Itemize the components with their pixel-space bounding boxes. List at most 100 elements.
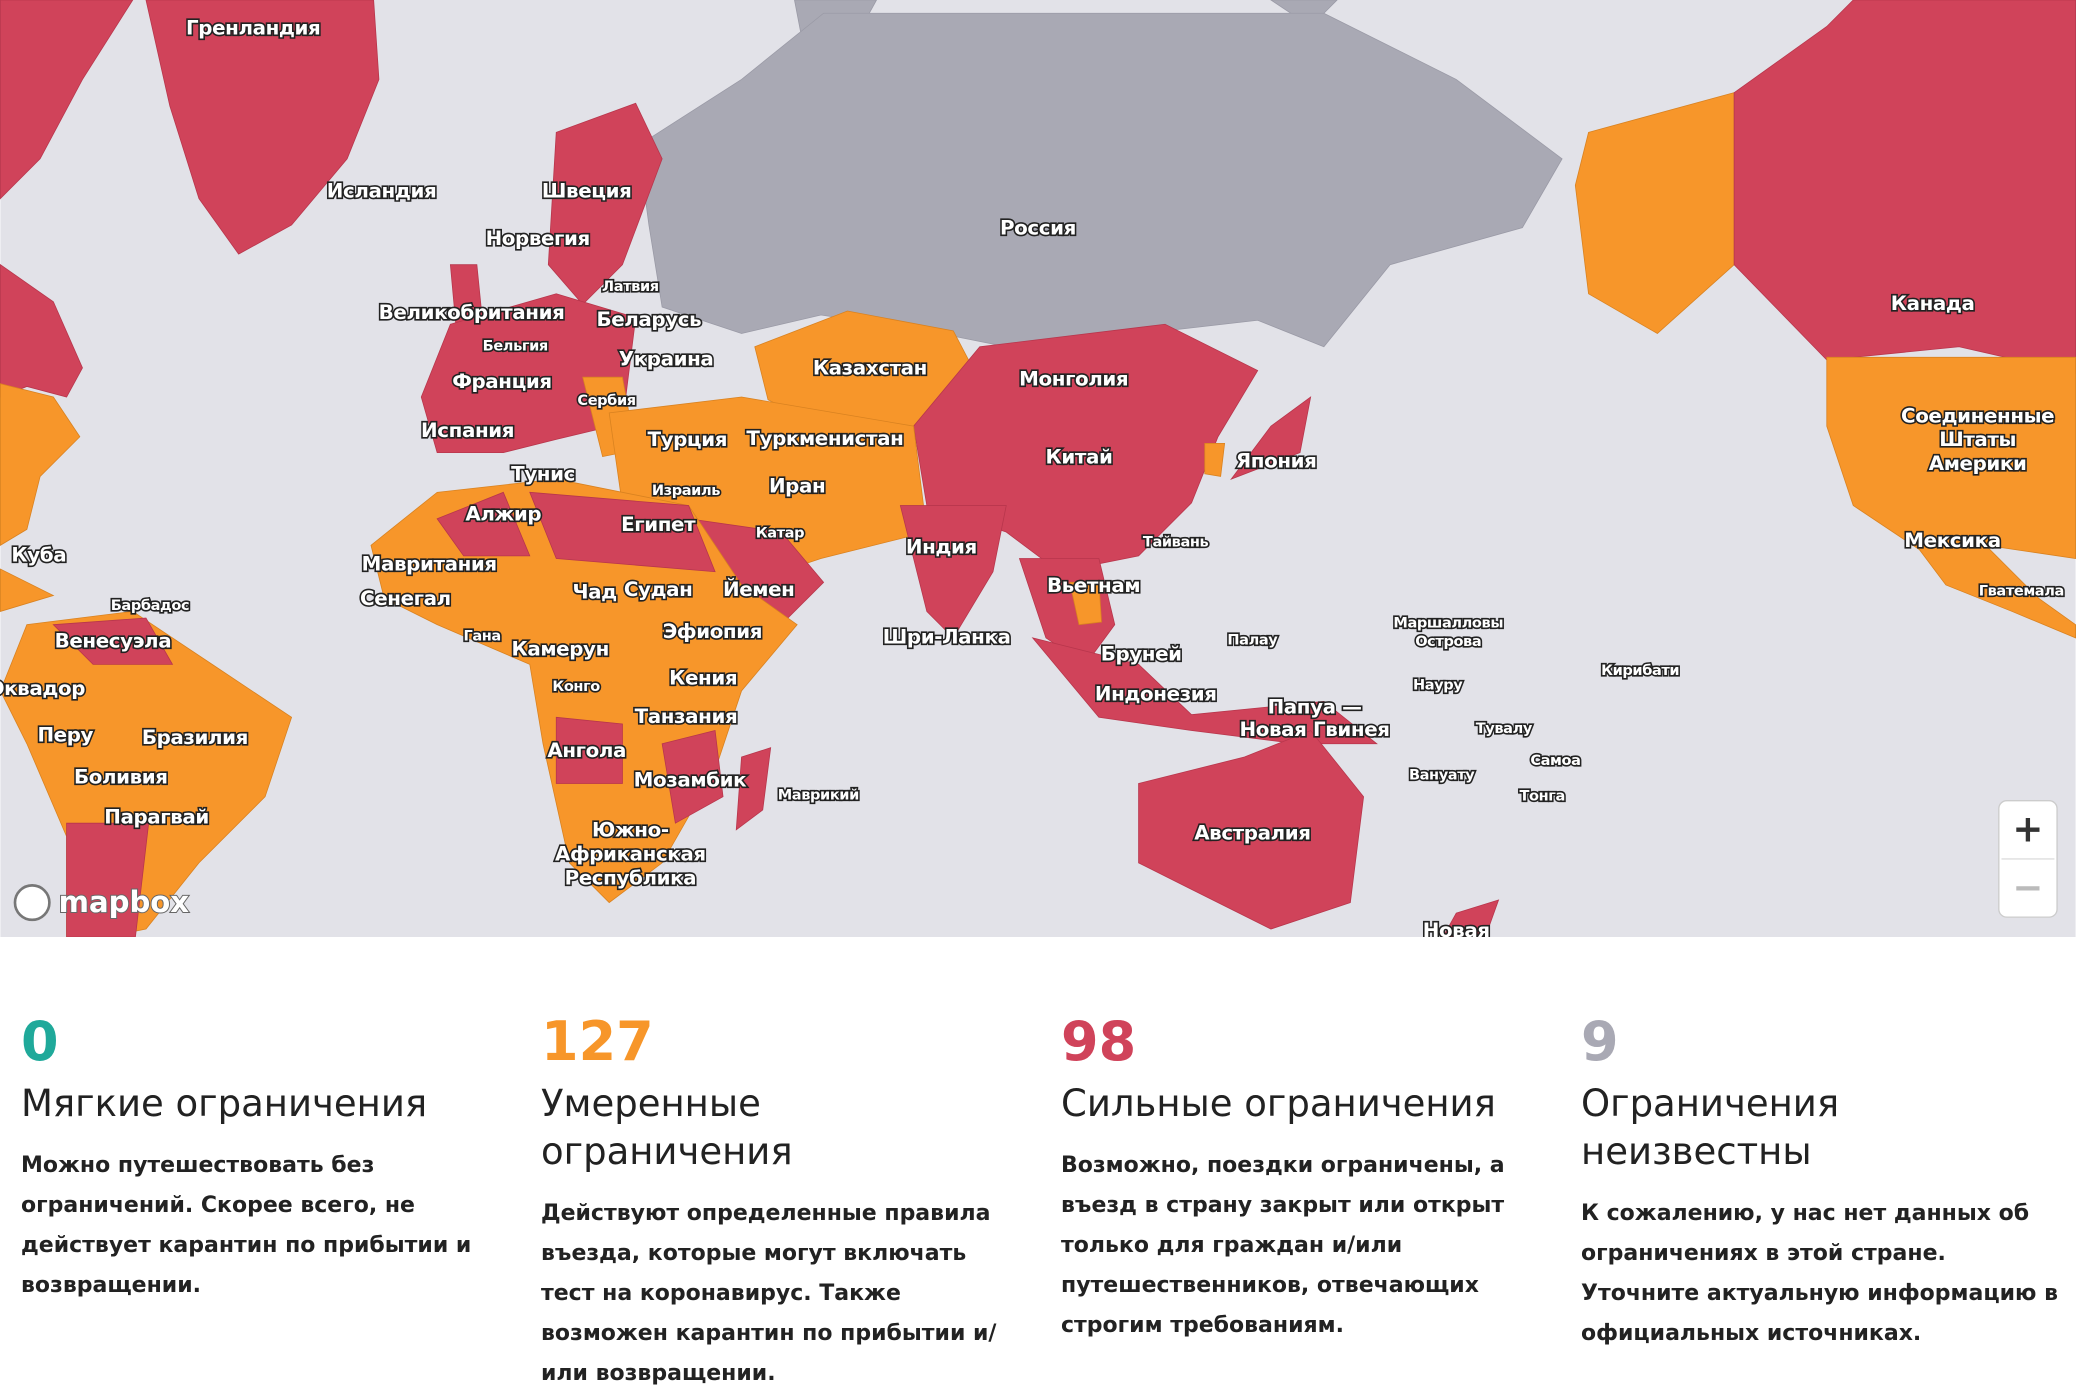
legend-description: Можно путешествовать без ограничений. Ск… — [21, 1153, 472, 1298]
country-label: Эквадор — [0, 677, 85, 700]
country-label: Новая Гвинея — [1240, 718, 1390, 741]
country-label: Франция — [452, 370, 552, 393]
country-label: Тунис — [511, 463, 575, 486]
country-label: Куба — [11, 543, 66, 566]
country-label: Испания — [421, 419, 514, 442]
legend-title: Сильные ограничения — [1061, 1082, 1496, 1125]
country-label: Чад — [573, 580, 617, 603]
country-label: Япония — [1236, 449, 1317, 472]
country-label: Катар — [756, 524, 804, 541]
country-label: Иран — [769, 475, 825, 498]
country-label: Танзания — [635, 705, 738, 728]
country-label: Индия — [906, 535, 977, 558]
country-label: Кения — [669, 666, 737, 689]
country-label: Мавритания — [362, 553, 497, 576]
country-label: Туркменистан — [746, 427, 903, 450]
country-label: Конго — [552, 678, 600, 695]
country-label: Эфиопия — [663, 620, 762, 643]
legend-description: Возможно, поездки ограничены, а въезд в … — [1061, 1153, 1505, 1338]
legend-item: 0 Мягкие ограничения Можно путешествовать … — [21, 1012, 501, 1306]
country-label: Йемен — [723, 578, 794, 601]
country-label: Палау — [1227, 632, 1278, 649]
country-label: Новая — [1423, 919, 1490, 937]
country-label: Сенегал — [360, 587, 451, 610]
mapbox-logo: mapbox — [13, 884, 190, 922]
country-label: Израиль — [652, 482, 720, 499]
country-label: Венесуэла — [55, 629, 172, 652]
country-label: Гватемала — [1979, 583, 2064, 600]
country-label: Вьетнам — [1047, 574, 1140, 597]
country-label: Мексика — [1904, 529, 2000, 552]
country-label: Великобритания — [379, 301, 565, 324]
country-label: Турция — [647, 428, 727, 451]
country-label: Австралия — [1194, 821, 1310, 844]
legend-title: Ограничения неизвестны — [1581, 1082, 1840, 1173]
country-labels: Гренландия Исландия Швеция Норвегия Россия Ла… — [0, 15, 2066, 937]
country-label: Южно- — [592, 819, 669, 842]
legend-item: 127 Умеренные ограничения Действуют опреде… — [541, 1012, 1021, 1394]
country-label: Науру — [1413, 677, 1463, 694]
zoom-in[interactable]: + — [2012, 808, 2043, 851]
country-label: Вануату — [1409, 767, 1475, 784]
country-label: Бельгия — [483, 338, 548, 355]
count: 98 — [1061, 1010, 1137, 1073]
land — [0, 0, 2076, 937]
country-label: Маршалловы — [1393, 614, 1503, 631]
country-label: Египет — [621, 513, 696, 536]
country-label: Сербия — [577, 392, 635, 409]
country-label: Швеция — [542, 179, 632, 202]
country-label: Америки — [1929, 452, 2027, 475]
legend-description: К сожалению, у нас нет данных об огранич… — [1581, 1201, 2059, 1346]
country-label: Барбадос — [111, 597, 189, 614]
country-label: Украина — [619, 347, 714, 370]
country-label: Африканская — [555, 842, 706, 865]
country-label: Бразилия — [142, 726, 248, 749]
country-label: Монголия — [1019, 367, 1128, 390]
country-label: Тонга — [1520, 788, 1565, 805]
legend-title: Мягкие ограничения — [21, 1082, 428, 1125]
country-label: Латвия — [602, 278, 659, 295]
country-label: Норвегия — [486, 227, 590, 250]
legend-title: Умеренные ограничения — [541, 1082, 793, 1173]
country-label: Алжир — [465, 502, 541, 525]
country-label: Россия — [1000, 216, 1076, 239]
legend-item: 98 Сильные ограничения Возможно, поездки о… — [1061, 1012, 1541, 1346]
legend: 0 Мягкие ограничения Можно путешествовать … — [0, 937, 2076, 1387]
country-label: Мозамбик — [634, 768, 748, 791]
country-label: Исландия — [327, 179, 437, 202]
country-label: Острова — [1415, 633, 1481, 650]
zoom-control: + − — [1998, 800, 2058, 918]
country-label: Соединенные — [1901, 404, 2054, 427]
country-label: Кирибати — [1601, 662, 1679, 679]
country-label: Казахстан — [813, 357, 927, 380]
country-label: Самоа — [1530, 752, 1580, 769]
country-label: Судан — [624, 578, 693, 601]
country-label: Ангола — [547, 739, 626, 762]
count: 9 — [1581, 1010, 1619, 1073]
country-label: Беларусь — [597, 308, 702, 331]
country-label: Республика — [565, 866, 697, 889]
country-label: Тувалу — [1476, 720, 1533, 737]
country-label: Гана — [463, 628, 500, 645]
legend-item: 9 Ограничения неизвестны К сожалению, у на… — [1581, 1012, 2061, 1354]
count: 127 — [541, 1010, 654, 1073]
country-label: Бруней — [1101, 643, 1182, 666]
country-label: Маврикий — [778, 786, 859, 803]
count: 0 — [21, 1010, 59, 1073]
country-label: Шри-Ланка — [883, 625, 1011, 648]
map: Гренландия Исландия Швеция Норвегия Россия Ла… — [0, 0, 2076, 937]
country-label: Китай — [1046, 445, 1113, 468]
legend-description: Действуют определенные правила въезда, к… — [541, 1201, 997, 1386]
country-label: Камерун — [512, 637, 609, 660]
attribution: mapbox — [59, 885, 190, 919]
country-label: Боливия — [74, 766, 168, 789]
country-label: Штаты — [1939, 428, 2016, 451]
zoom-out[interactable]: − — [2012, 866, 2043, 909]
country-label: Папуа — — [1268, 696, 1362, 719]
country-label: Парагвай — [104, 805, 209, 828]
country-label: Перу — [37, 723, 93, 746]
country-label: Индонезия — [1095, 682, 1217, 705]
country-label: Канада — [1891, 292, 1975, 315]
country-label: Тайвань — [1143, 534, 1209, 551]
